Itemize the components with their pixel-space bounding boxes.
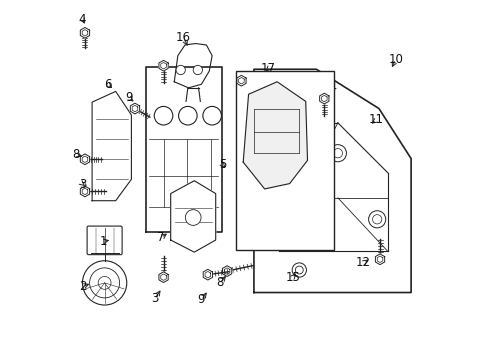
- Circle shape: [276, 211, 293, 228]
- Text: 2: 2: [79, 280, 87, 293]
- Circle shape: [193, 65, 202, 75]
- Polygon shape: [237, 75, 246, 86]
- Text: 8: 8: [73, 148, 80, 161]
- Polygon shape: [243, 82, 308, 189]
- Circle shape: [329, 145, 346, 162]
- Text: 11: 11: [369, 113, 384, 126]
- Text: 3: 3: [79, 178, 87, 191]
- Polygon shape: [80, 154, 90, 165]
- Text: 1: 1: [99, 235, 107, 248]
- Polygon shape: [319, 93, 329, 104]
- Polygon shape: [80, 27, 90, 38]
- Text: 9: 9: [125, 91, 133, 104]
- Polygon shape: [171, 181, 216, 252]
- FancyBboxPatch shape: [87, 226, 122, 255]
- Text: 8: 8: [216, 276, 223, 289]
- Polygon shape: [130, 103, 140, 114]
- Circle shape: [82, 261, 127, 305]
- Text: 17: 17: [261, 62, 276, 75]
- Text: 7: 7: [157, 231, 165, 244]
- Circle shape: [368, 211, 386, 228]
- Text: 6: 6: [104, 78, 111, 91]
- Polygon shape: [146, 67, 222, 232]
- Polygon shape: [222, 266, 232, 276]
- Polygon shape: [254, 69, 411, 293]
- Text: 16: 16: [176, 31, 191, 44]
- Circle shape: [176, 65, 185, 75]
- Polygon shape: [174, 44, 212, 88]
- Text: 4: 4: [79, 13, 86, 26]
- Polygon shape: [375, 254, 385, 265]
- Circle shape: [292, 263, 306, 277]
- Polygon shape: [92, 91, 131, 201]
- Polygon shape: [80, 186, 90, 197]
- Text: 12: 12: [356, 256, 371, 269]
- Text: 14: 14: [322, 81, 338, 94]
- Circle shape: [185, 210, 201, 225]
- Text: 5: 5: [219, 158, 226, 171]
- Circle shape: [276, 89, 293, 107]
- Text: 13: 13: [252, 191, 268, 204]
- Text: 15: 15: [286, 271, 300, 284]
- Polygon shape: [203, 269, 213, 280]
- Bar: [236, 71, 334, 249]
- Polygon shape: [159, 60, 168, 71]
- Text: 3: 3: [151, 292, 159, 305]
- Text: 10: 10: [388, 53, 403, 66]
- Text: 9: 9: [197, 293, 205, 306]
- Polygon shape: [159, 272, 168, 283]
